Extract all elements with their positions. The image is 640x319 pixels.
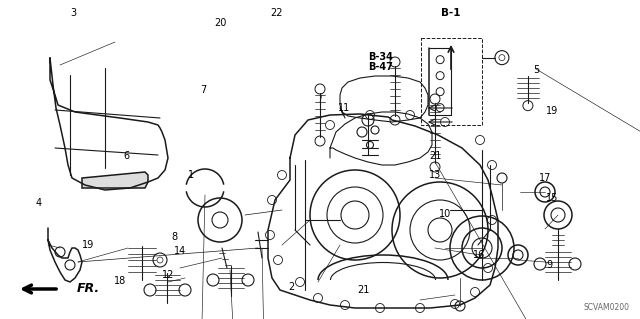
Text: 21: 21 [357, 285, 370, 295]
Text: 18: 18 [114, 276, 127, 286]
Text: 21: 21 [429, 151, 442, 161]
Text: 22: 22 [270, 8, 283, 19]
Text: 13: 13 [429, 170, 442, 180]
Text: 11: 11 [338, 103, 351, 114]
Text: 19: 19 [545, 106, 558, 116]
Text: 7: 7 [200, 85, 207, 95]
Text: 12: 12 [161, 270, 174, 280]
Text: 5: 5 [533, 64, 540, 75]
Text: 4: 4 [35, 197, 42, 208]
Text: 14: 14 [174, 246, 187, 256]
Text: 9: 9 [546, 260, 552, 270]
Text: B-34: B-34 [368, 52, 393, 62]
Text: 2: 2 [288, 282, 294, 292]
Text: 1: 1 [188, 170, 194, 180]
Text: FR.: FR. [77, 283, 100, 295]
Text: 15: 15 [545, 193, 558, 203]
Text: B-47: B-47 [368, 62, 393, 72]
Text: SCVAM0200: SCVAM0200 [584, 303, 630, 312]
Text: 10: 10 [438, 209, 451, 219]
Text: 19: 19 [82, 240, 95, 250]
Text: 20: 20 [214, 18, 227, 28]
Bar [421, 38, 482, 125]
Polygon shape [82, 172, 148, 188]
Text: 8: 8 [171, 232, 177, 242]
Text: 3: 3 [70, 8, 77, 19]
Text: 17: 17 [539, 173, 552, 183]
Text: B-1: B-1 [442, 8, 461, 19]
Text: 16: 16 [472, 249, 485, 260]
Text: 6: 6 [124, 151, 130, 161]
